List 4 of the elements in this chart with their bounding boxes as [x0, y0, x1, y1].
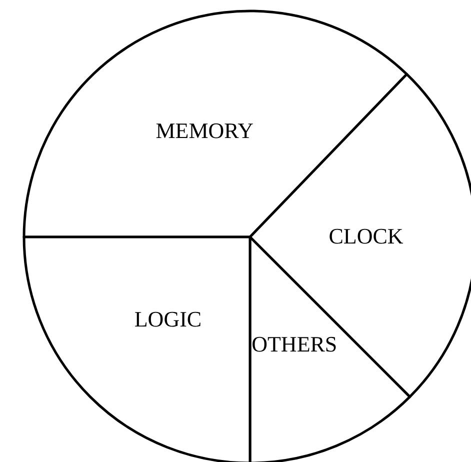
slice-label: MEMORY — [156, 118, 254, 143]
slice-label: CLOCK — [328, 223, 404, 248]
slice-label: OTHERS — [252, 332, 338, 357]
slice-label: LOGIC — [134, 306, 202, 332]
